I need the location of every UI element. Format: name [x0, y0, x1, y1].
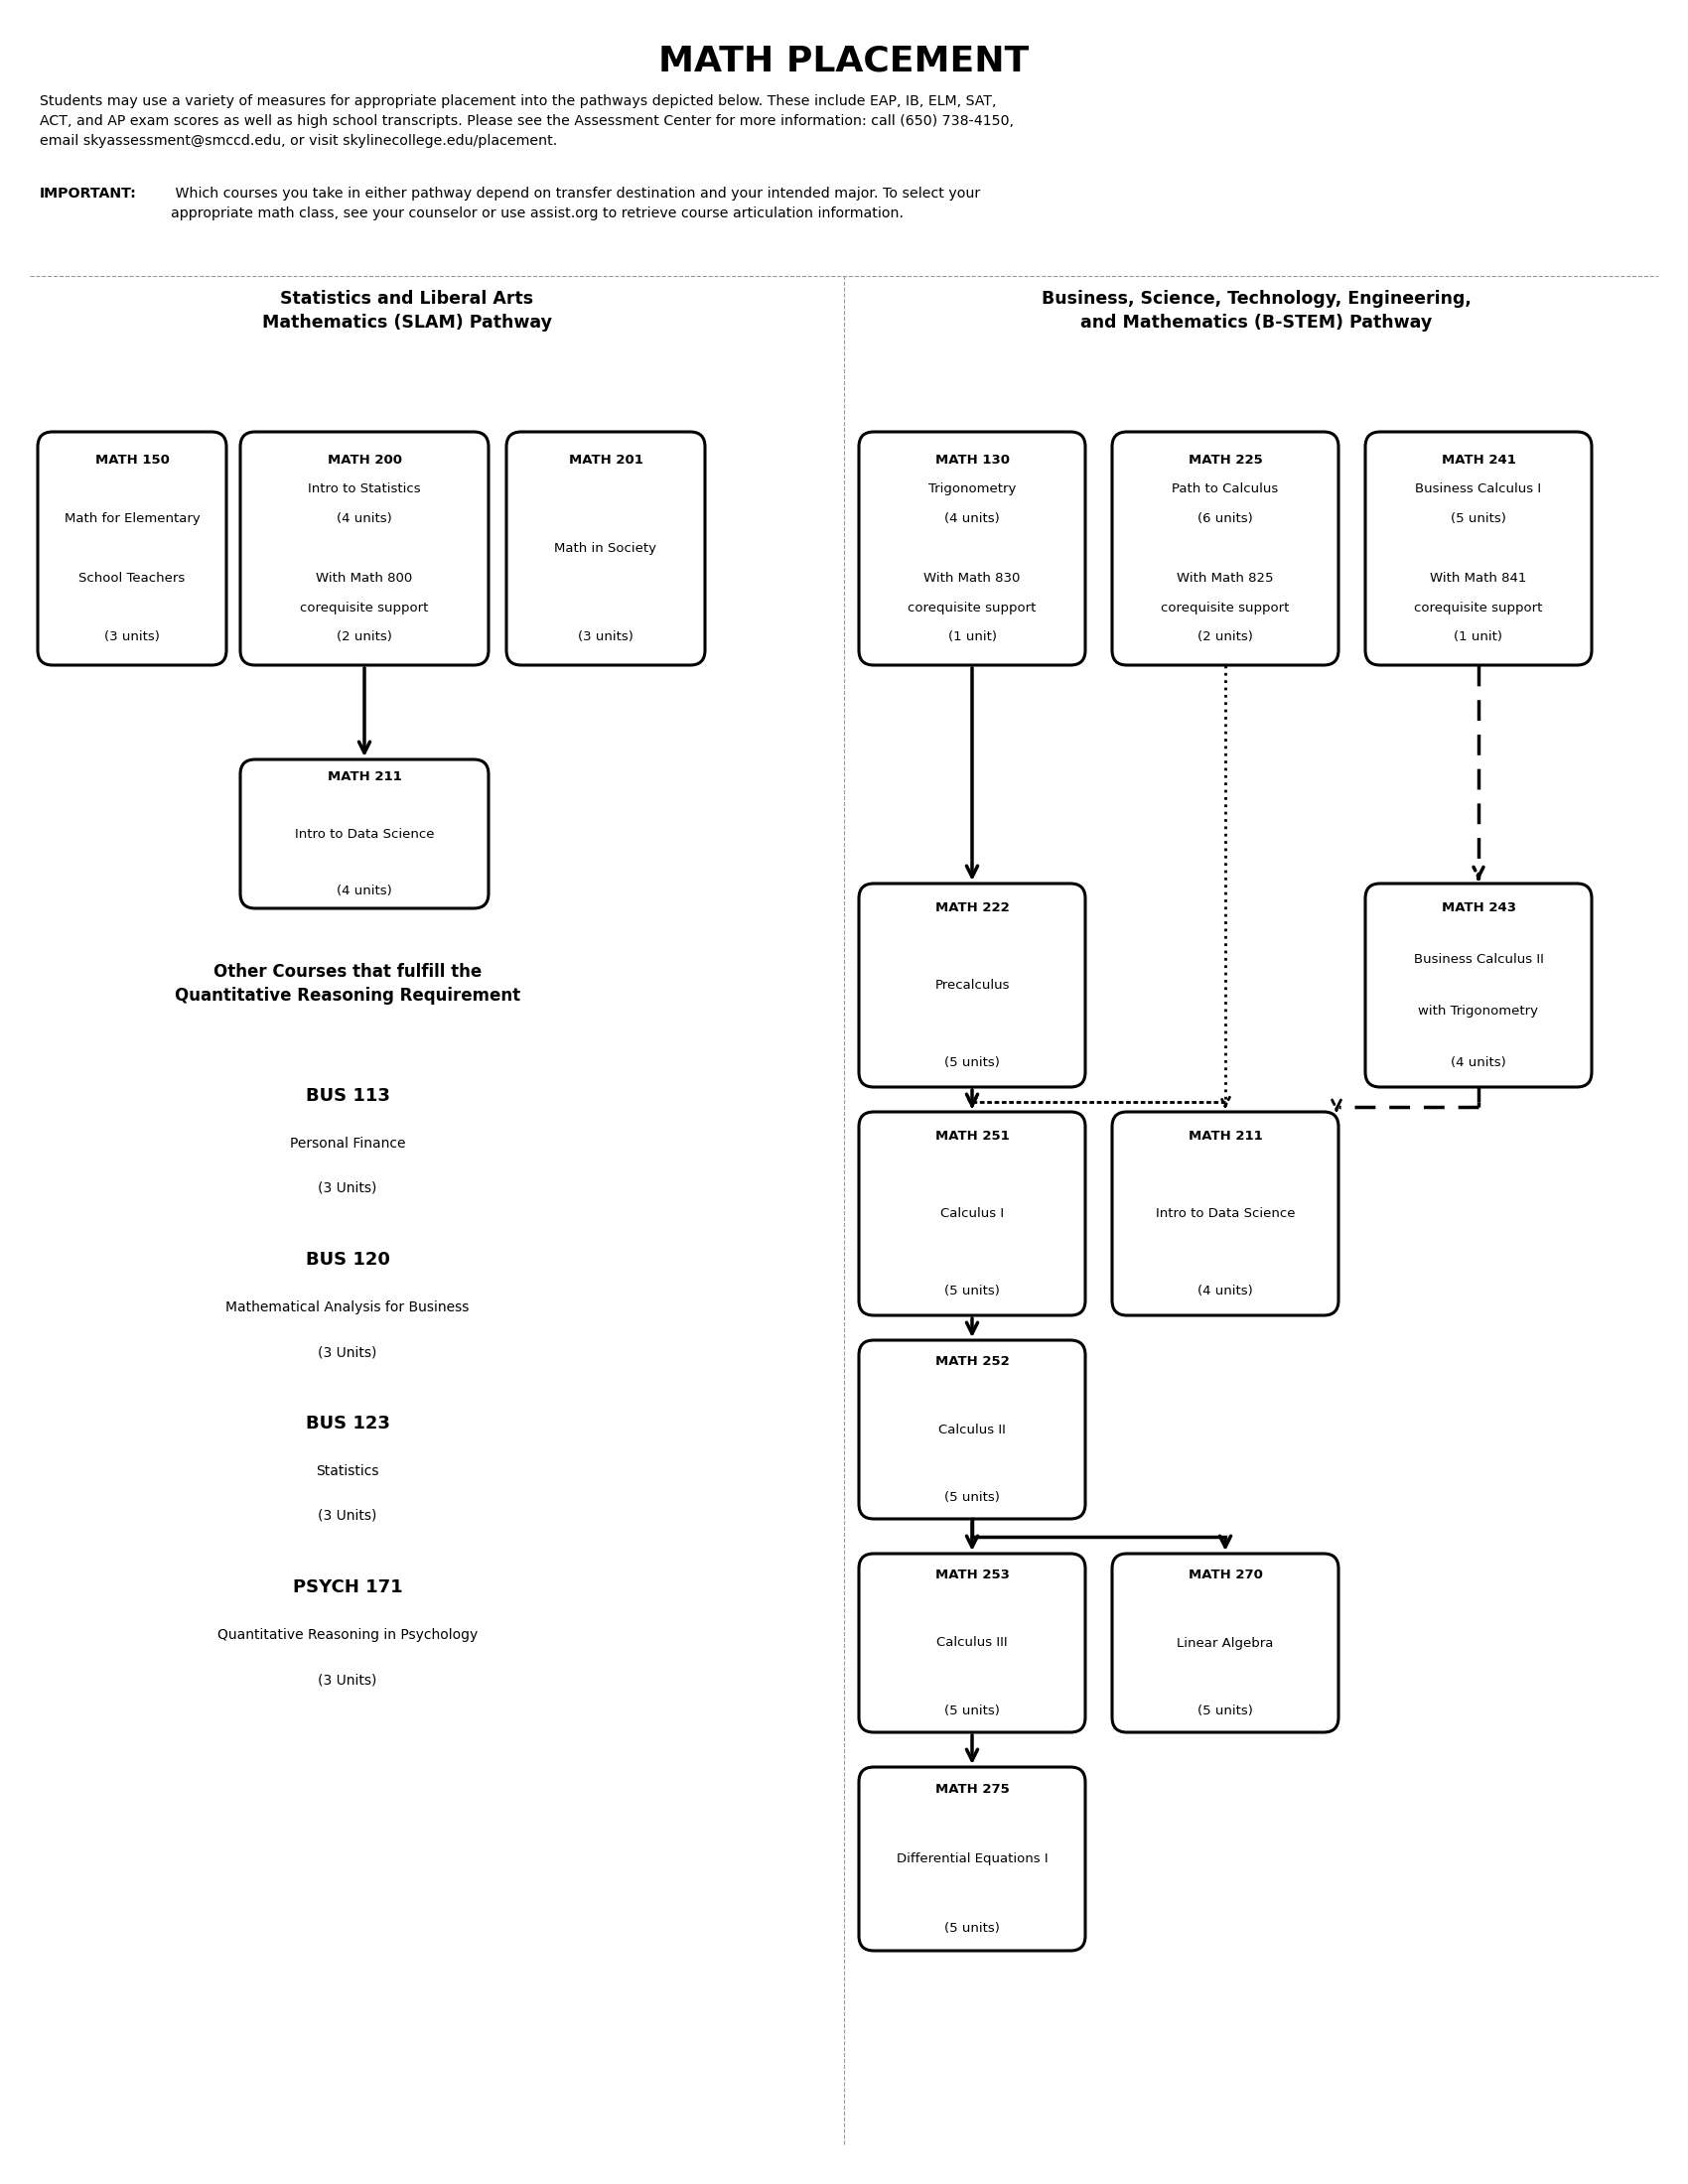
Text: (5 units): (5 units) — [944, 1922, 999, 1935]
Text: (4 units): (4 units) — [944, 513, 999, 526]
FancyBboxPatch shape — [37, 432, 226, 666]
Text: Intro to Statistics: Intro to Statistics — [307, 483, 420, 496]
Text: MATH 130: MATH 130 — [935, 454, 1009, 467]
Text: (1 unit): (1 unit) — [947, 631, 996, 644]
Text: MATH 150: MATH 150 — [95, 454, 169, 467]
Text: Math in Society: Math in Society — [555, 542, 657, 555]
Text: With Math 800: With Math 800 — [316, 572, 412, 585]
Text: (2 units): (2 units) — [1197, 631, 1252, 644]
Text: (3 Units): (3 Units) — [317, 1182, 376, 1195]
Text: (5 units): (5 units) — [944, 1704, 999, 1717]
Text: MATH 211: MATH 211 — [1188, 1129, 1263, 1142]
Text: corequisite support: corequisite support — [300, 601, 429, 614]
FancyBboxPatch shape — [240, 432, 488, 666]
Text: (3 units): (3 units) — [105, 631, 160, 644]
Text: MATH 243: MATH 243 — [1442, 902, 1516, 915]
Text: Trigonometry: Trigonometry — [928, 483, 1016, 496]
Text: Personal Finance: Personal Finance — [290, 1136, 405, 1151]
Text: corequisite support: corequisite support — [908, 601, 1036, 614]
Text: (4 units): (4 units) — [1450, 1057, 1506, 1068]
FancyBboxPatch shape — [1112, 1112, 1339, 1315]
FancyBboxPatch shape — [859, 432, 1085, 666]
Text: Calculus III: Calculus III — [937, 1636, 1008, 1649]
Text: Which courses you take in either pathway depend on transfer destination and your: Which courses you take in either pathway… — [170, 186, 981, 221]
Text: MATH PLACEMENT: MATH PLACEMENT — [658, 44, 1030, 79]
FancyBboxPatch shape — [859, 1553, 1085, 1732]
Text: MATH 253: MATH 253 — [935, 1568, 1009, 1581]
Text: MATH 270: MATH 270 — [1188, 1568, 1263, 1581]
Text: (2 units): (2 units) — [336, 631, 392, 644]
Text: BUS 113: BUS 113 — [306, 1088, 390, 1105]
Text: Other Courses that fulfill the
Quantitative Reasoning Requirement: Other Courses that fulfill the Quantitat… — [174, 963, 520, 1005]
Text: Statistics and Liberal Arts
Mathematics (SLAM) Pathway: Statistics and Liberal Arts Mathematics … — [262, 290, 552, 332]
Text: (4 units): (4 units) — [336, 885, 392, 898]
FancyBboxPatch shape — [859, 1112, 1085, 1315]
Text: (5 units): (5 units) — [1197, 1704, 1252, 1717]
Text: With Math 841: With Math 841 — [1430, 572, 1528, 585]
Text: (3 Units): (3 Units) — [317, 1345, 376, 1358]
Text: Quantitative Reasoning in Psychology: Quantitative Reasoning in Psychology — [218, 1627, 478, 1642]
FancyBboxPatch shape — [859, 1767, 1085, 1950]
FancyBboxPatch shape — [1112, 432, 1339, 666]
FancyBboxPatch shape — [859, 1341, 1085, 1518]
Text: Precalculus: Precalculus — [935, 978, 1009, 992]
Text: (6 units): (6 units) — [1197, 513, 1252, 526]
Text: (4 units): (4 units) — [336, 513, 392, 526]
Text: Business Calculus II: Business Calculus II — [1413, 952, 1543, 965]
Text: MATH 200: MATH 200 — [327, 454, 402, 467]
Text: MATH 225: MATH 225 — [1188, 454, 1263, 467]
Text: (3 Units): (3 Units) — [317, 1673, 376, 1686]
Text: BUS 123: BUS 123 — [306, 1415, 390, 1433]
FancyBboxPatch shape — [1112, 1553, 1339, 1732]
Text: (5 units): (5 units) — [944, 1284, 999, 1297]
Text: (1 unit): (1 unit) — [1453, 631, 1502, 644]
FancyBboxPatch shape — [240, 760, 488, 909]
Text: corequisite support: corequisite support — [1415, 601, 1543, 614]
Text: (3 units): (3 units) — [577, 631, 633, 644]
Text: MATH 241: MATH 241 — [1442, 454, 1516, 467]
FancyBboxPatch shape — [859, 885, 1085, 1088]
Text: Students may use a variety of measures for appropriate placement into the pathwa: Students may use a variety of measures f… — [41, 94, 1014, 149]
Text: (5 units): (5 units) — [944, 1057, 999, 1068]
Text: (3 Units): (3 Units) — [317, 1509, 376, 1522]
Text: MATH 252: MATH 252 — [935, 1354, 1009, 1367]
Text: Differential Equations I: Differential Equations I — [896, 1852, 1048, 1865]
Text: Intro to Data Science: Intro to Data Science — [295, 828, 434, 841]
Text: With Math 830: With Math 830 — [923, 572, 1021, 585]
Text: MATH 251: MATH 251 — [935, 1129, 1009, 1142]
FancyBboxPatch shape — [1366, 432, 1592, 666]
FancyBboxPatch shape — [1366, 885, 1592, 1088]
Text: BUS 120: BUS 120 — [306, 1251, 390, 1269]
Text: MATH 275: MATH 275 — [935, 1782, 1009, 1795]
Text: Calculus I: Calculus I — [940, 1208, 1004, 1221]
Text: Business, Science, Technology, Engineering,
and Mathematics (B-STEM) Pathway: Business, Science, Technology, Engineeri… — [1041, 290, 1470, 332]
Text: Mathematical Analysis for Business: Mathematical Analysis for Business — [226, 1299, 469, 1315]
Text: Linear Algebra: Linear Algebra — [1177, 1636, 1274, 1649]
Text: School Teachers: School Teachers — [79, 572, 186, 585]
Text: IMPORTANT:: IMPORTANT: — [41, 186, 137, 201]
Text: MATH 222: MATH 222 — [935, 902, 1009, 915]
Text: Calculus II: Calculus II — [939, 1424, 1006, 1437]
Text: (4 units): (4 units) — [1197, 1284, 1252, 1297]
Text: PSYCH 171: PSYCH 171 — [292, 1579, 402, 1597]
Text: (5 units): (5 units) — [1450, 513, 1506, 526]
Text: Business Calculus I: Business Calculus I — [1415, 483, 1541, 496]
Text: MATH 211: MATH 211 — [327, 771, 402, 784]
Text: Statistics: Statistics — [316, 1463, 380, 1479]
Text: With Math 825: With Math 825 — [1177, 572, 1274, 585]
Text: Path to Calculus: Path to Calculus — [1171, 483, 1278, 496]
Text: Intro to Data Science: Intro to Data Science — [1156, 1208, 1295, 1221]
Text: MATH 201: MATH 201 — [569, 454, 643, 467]
Text: (5 units): (5 units) — [944, 1492, 999, 1505]
Text: Math for Elementary: Math for Elementary — [64, 513, 199, 526]
Text: with Trigonometry: with Trigonometry — [1418, 1005, 1538, 1018]
Text: corequisite support: corequisite support — [1161, 601, 1290, 614]
FancyBboxPatch shape — [506, 432, 706, 666]
